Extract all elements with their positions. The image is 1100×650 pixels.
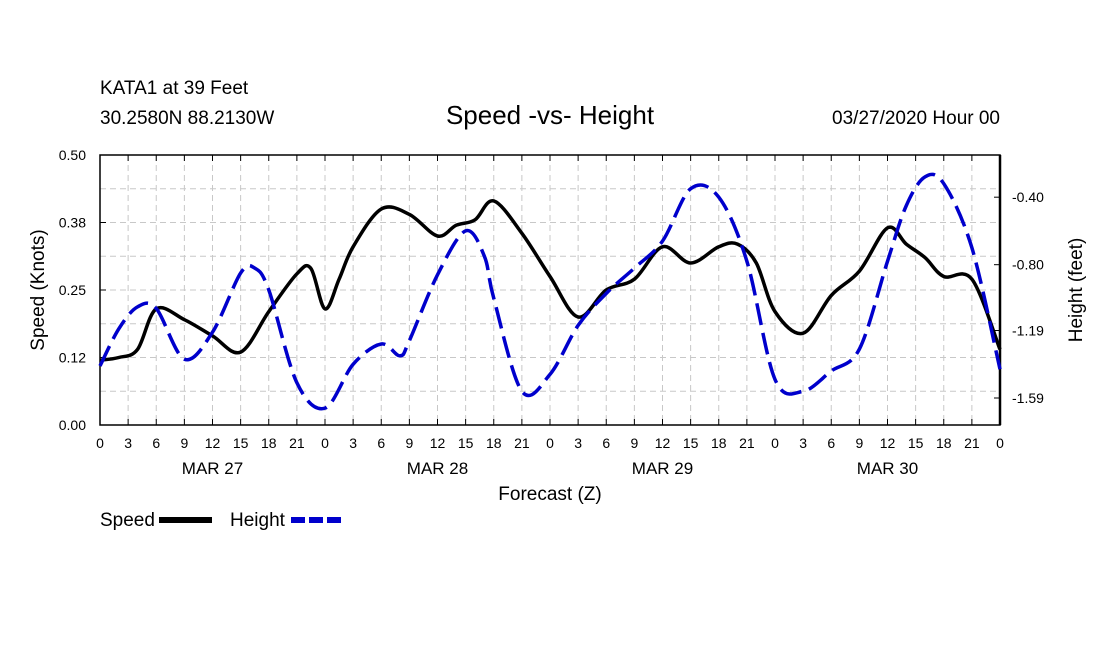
- x-tick-label: 21: [964, 435, 980, 451]
- x-tick-label: 0: [96, 435, 104, 451]
- y-tick-label-right: -1.59: [1012, 390, 1044, 406]
- series-line-speed: [99, 199, 1002, 362]
- x-tick-label: 0: [546, 435, 554, 451]
- x-tick-label: 18: [711, 435, 727, 451]
- y-tick-label-right: -0.80: [1012, 257, 1044, 273]
- x-day-label: MAR 30: [857, 459, 918, 478]
- x-tick-label: 6: [152, 435, 160, 451]
- x-tick-label: 15: [908, 435, 924, 451]
- y-tick-label-left: 0.25: [59, 282, 86, 298]
- x-tick-label: 21: [739, 435, 755, 451]
- x-tick-label: 15: [683, 435, 699, 451]
- x-tick-label: 9: [180, 435, 188, 451]
- x-tick-label: 9: [855, 435, 863, 451]
- x-tick-label: 18: [936, 435, 952, 451]
- forecast-datetime: 03/27/2020 Hour 00: [832, 108, 1000, 129]
- y-axis-label-right: Height (feet): [1066, 238, 1087, 343]
- x-day-label: MAR 29: [632, 459, 693, 478]
- x-tick-label: 0: [771, 435, 779, 451]
- x-tick-label: 12: [880, 435, 896, 451]
- series-lines: [98, 172, 1002, 411]
- x-tick-label: 0: [321, 435, 329, 451]
- x-tick-label: 15: [458, 435, 474, 451]
- y-tick-label-right: -1.19: [1012, 323, 1044, 339]
- x-tick-label: 21: [514, 435, 530, 451]
- axis-ticks: 0 3 6 9 12 15 18 21 0 3 6 9 12 15 18 21 0 3 6 9 12 15 18 21 0 3 6 9…: [59, 147, 1044, 478]
- series-line-height: [98, 172, 1002, 411]
- x-tick-label: 18: [486, 435, 502, 451]
- x-tick-label: 6: [377, 435, 385, 451]
- x-tick-label: 3: [349, 435, 357, 451]
- x-tick-label: 9: [405, 435, 413, 451]
- legend: Speed Height: [100, 510, 342, 531]
- x-day-label: MAR 27: [182, 459, 243, 478]
- legend-label-height: Height: [230, 510, 286, 531]
- x-tick-label: 15: [233, 435, 249, 451]
- y-tick-label-left: 0.50: [59, 147, 86, 163]
- chart-title: Speed -vs- Height: [446, 100, 655, 130]
- legend-label-speed: Speed: [100, 510, 155, 531]
- x-tick-label: 12: [655, 435, 671, 451]
- station-coords: 30.2580N 88.2130W: [100, 108, 274, 129]
- x-axis-label: Forecast (Z): [498, 484, 601, 505]
- x-tick-label: 18: [261, 435, 277, 451]
- x-tick-label: 9: [630, 435, 638, 451]
- x-tick-label: 3: [574, 435, 582, 451]
- x-tick-label: 3: [799, 435, 807, 451]
- y-axis-label-left: Speed (Knots): [28, 229, 49, 350]
- x-tick-label: 6: [602, 435, 610, 451]
- y-tick-label-right: -0.40: [1012, 189, 1044, 205]
- x-tick-label: 12: [430, 435, 446, 451]
- grid: [100, 155, 1000, 425]
- x-tick-label: 6: [827, 435, 835, 451]
- x-day-label: MAR 28: [407, 459, 468, 478]
- x-tick-label: 3: [124, 435, 132, 451]
- x-tick-label: 12: [205, 435, 221, 451]
- x-tick-label: 0: [996, 435, 1004, 451]
- x-tick-label: 21: [289, 435, 305, 451]
- y-tick-label-left: 0.38: [59, 215, 86, 231]
- y-tick-label-left: 0.00: [59, 417, 86, 433]
- y-tick-label-left: 0.12: [59, 350, 86, 366]
- station-title: KATA1 at 39 Feet: [100, 78, 249, 99]
